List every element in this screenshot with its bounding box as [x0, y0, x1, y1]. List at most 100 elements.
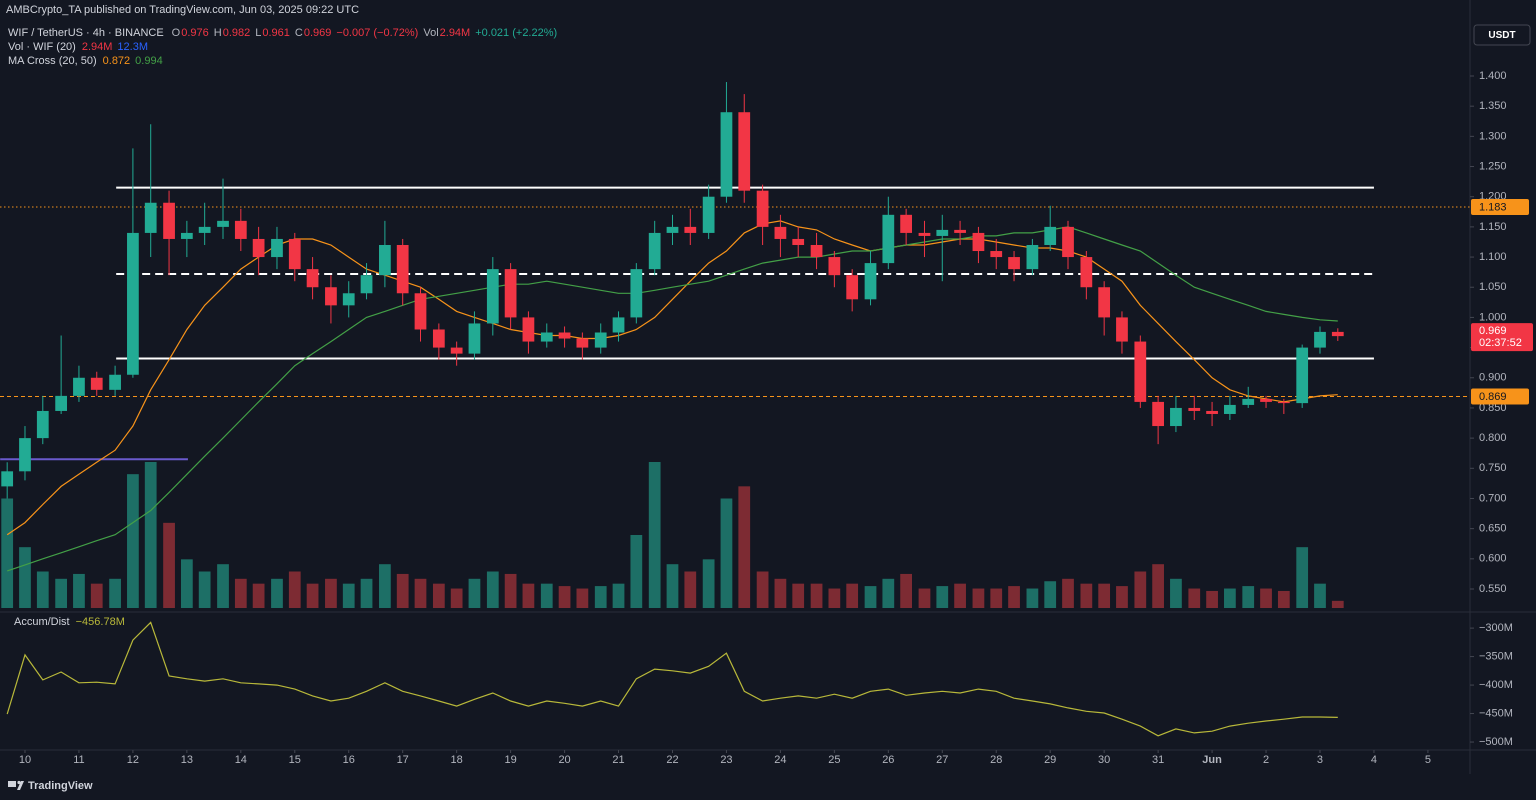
volume-bar [1152, 564, 1164, 608]
candle-body [702, 196, 715, 233]
candle-body [1331, 331, 1344, 337]
candle-body [342, 293, 355, 306]
volume-bar [450, 588, 463, 608]
candle-body [972, 232, 985, 252]
volume-layer [1, 462, 1344, 608]
ma-line [6, 220, 1338, 536]
volume-bar [1314, 583, 1326, 608]
candle-body [630, 269, 643, 318]
candle-body [882, 214, 895, 264]
x-tick-label: 4 [1371, 754, 1377, 766]
indicator-title: Vol · WIF (20) [8, 41, 76, 53]
symbol-legend: WIF / TetherUS · 4h · BINANCE O0.976 H0.98… [8, 27, 562, 39]
x-tick-label: 20 [558, 754, 570, 766]
x-tick-label: 14 [235, 754, 247, 766]
x-tick-label: 11 [73, 754, 84, 766]
candle-body [990, 251, 1003, 258]
volume-bar [972, 588, 985, 608]
candle-body [900, 214, 913, 233]
candle-body [396, 244, 409, 294]
candle-body [1134, 341, 1147, 402]
volume-bar [271, 578, 283, 608]
x-tick-label: 5 [1425, 754, 1431, 766]
candle-body [846, 275, 859, 300]
volume-bar [109, 578, 121, 608]
candle-body [198, 226, 211, 233]
candle-body [144, 202, 157, 233]
candle-body [379, 244, 391, 276]
candle-body [1260, 398, 1272, 402]
currency-label[interactable]: USDT [1488, 30, 1515, 41]
ad-tick-label: −500M [1479, 736, 1513, 748]
x-tick-label: 3 [1317, 754, 1323, 766]
x-tick-label: 12 [127, 754, 139, 766]
y-tick-label: 1.050 [1479, 281, 1507, 293]
candle-body [1080, 257, 1093, 288]
candle-body [954, 229, 966, 233]
volume-bar [90, 583, 103, 608]
ad-value: −456.78M [75, 616, 125, 628]
candle-body [109, 374, 121, 390]
candle-body [468, 323, 481, 354]
volume-bar [1116, 586, 1128, 608]
candle-body [450, 347, 463, 354]
y-tick-label: 1.250 [1479, 160, 1507, 172]
tv-logo [8, 780, 24, 790]
volume-bar [432, 583, 445, 608]
candle-body [432, 329, 445, 348]
x-tick-label: 15 [289, 754, 301, 766]
indicator-value: 0.872 [102, 55, 131, 67]
volume-bar [468, 578, 481, 608]
candle-body [1008, 257, 1020, 270]
legend-value: 0.976 [181, 27, 209, 39]
candle-body [1, 471, 14, 487]
volume-bar [325, 578, 337, 608]
candle-body [504, 269, 517, 318]
volume-bar [1, 498, 14, 608]
x-tick-label: 26 [882, 754, 894, 766]
volume-bar [612, 583, 625, 608]
volume-bar [1206, 590, 1218, 608]
candle-body [612, 317, 625, 333]
candle-body [576, 338, 589, 348]
volume-bar [73, 573, 85, 608]
legend-value: −0.007 (−0.72%) [336, 27, 419, 39]
x-tick-label: 25 [828, 754, 840, 766]
volume-bar [738, 486, 751, 608]
legend-key: L [255, 27, 262, 39]
volume-bar [1044, 581, 1057, 608]
volume-bar [288, 571, 301, 608]
y-tick-label: 0.700 [1479, 492, 1507, 504]
y-tick-label: 0.600 [1479, 553, 1507, 565]
volume-bar [792, 583, 805, 608]
x-tick-label: 19 [504, 754, 516, 766]
x-tick-label: 13 [181, 754, 193, 766]
y-tick-label: 1.000 [1479, 311, 1507, 323]
volume-bar [1134, 571, 1147, 608]
candle-body [720, 112, 733, 197]
volume-bar [414, 578, 427, 608]
candle-body [1098, 287, 1111, 318]
candle-body [756, 190, 769, 227]
volume-bar [504, 573, 517, 608]
currency-box[interactable] [1473, 24, 1531, 46]
candle-body [1188, 407, 1201, 411]
x-tick-label: 24 [774, 754, 786, 766]
x-tick-label: 18 [451, 754, 463, 766]
candle-body [414, 293, 427, 330]
x-tick-label: 16 [343, 754, 355, 766]
volume-bar [666, 564, 679, 608]
candle-body [738, 112, 751, 191]
symbol-name: WIF / TetherUS · 4h · BINANCE [8, 27, 164, 39]
legend-value: 2.94M [439, 27, 471, 39]
volume-bar [1331, 600, 1344, 608]
volume-bar [396, 573, 409, 608]
candle-body [217, 220, 229, 227]
volume-bar [684, 571, 697, 608]
legend-key: C [294, 27, 303, 39]
candle-body [828, 257, 841, 276]
candle-body [36, 410, 49, 439]
candle-body [1026, 244, 1039, 270]
candle-body [1152, 401, 1164, 427]
